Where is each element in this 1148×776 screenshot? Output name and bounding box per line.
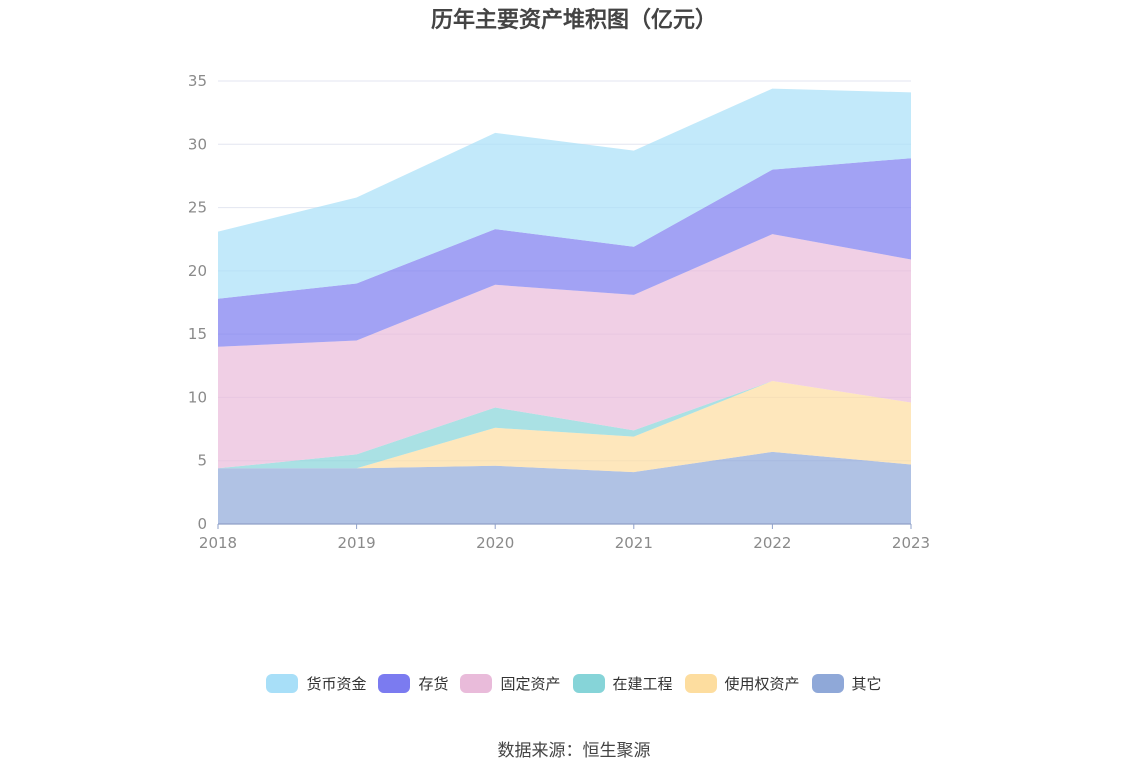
- legend-item[interactable]: 固定资产: [460, 673, 561, 694]
- area-series: [218, 88, 911, 524]
- y-tick-label: 0: [197, 515, 207, 533]
- x-tick-label: 2020: [476, 534, 514, 552]
- legend-label: 固定资产: [500, 675, 561, 693]
- x-tick-label: 2021: [615, 534, 653, 552]
- legend-label: 在建工程: [612, 675, 673, 693]
- chart-title: 历年主要资产堆积图（亿元）: [430, 8, 717, 33]
- axes: 0 5 10 15 20 25 30 35 2018 2019 2020 2021 2022 2023: [188, 72, 930, 552]
- legend-swatch: [266, 674, 299, 693]
- legend-swatch: [811, 674, 844, 693]
- area-在建工程: [218, 380, 911, 469]
- area-固定资产: [218, 234, 911, 469]
- x-tick-label: 2023: [892, 534, 930, 552]
- legend-swatch: [572, 674, 605, 693]
- legend-item[interactable]: 其它: [811, 673, 882, 694]
- legend-label: 货币资金: [306, 675, 367, 693]
- legend-item[interactable]: 在建工程: [572, 673, 673, 694]
- y-tick-label: 10: [188, 388, 207, 406]
- y-tick-label: 35: [188, 72, 207, 90]
- x-tick-label: 2018: [199, 534, 237, 552]
- legend-label: 存货: [418, 675, 449, 693]
- legend-item[interactable]: 使用权资产: [684, 673, 800, 694]
- y-tick-label: 15: [188, 325, 207, 343]
- y-tick-label: 20: [188, 262, 207, 280]
- legend-label: 其它: [851, 675, 882, 693]
- area-其它: [218, 451, 911, 524]
- legend-label: 使用权资产: [724, 675, 800, 693]
- legend-item[interactable]: 货币资金: [266, 673, 366, 694]
- y-tick-label: 5: [197, 452, 207, 470]
- legend-swatch: [460, 674, 493, 693]
- legend-swatch: [378, 674, 411, 693]
- area-货币资金: [218, 88, 911, 299]
- y-tick-label: 25: [188, 199, 207, 217]
- x-tick-label: 2019: [338, 534, 376, 552]
- legend-swatch: [684, 674, 717, 693]
- area-存货: [218, 158, 911, 347]
- legend-item[interactable]: 存货: [378, 673, 448, 694]
- data-source: 数据来源：恒生聚源: [497, 741, 651, 761]
- x-tick-label: 2022: [753, 534, 791, 552]
- area-使用权资产: [218, 380, 911, 473]
- legend: 货币资金 存货 固定资产 在建工程 使用权资产 其它: [0, 673, 1148, 694]
- y-tick-label: 30: [188, 135, 207, 153]
